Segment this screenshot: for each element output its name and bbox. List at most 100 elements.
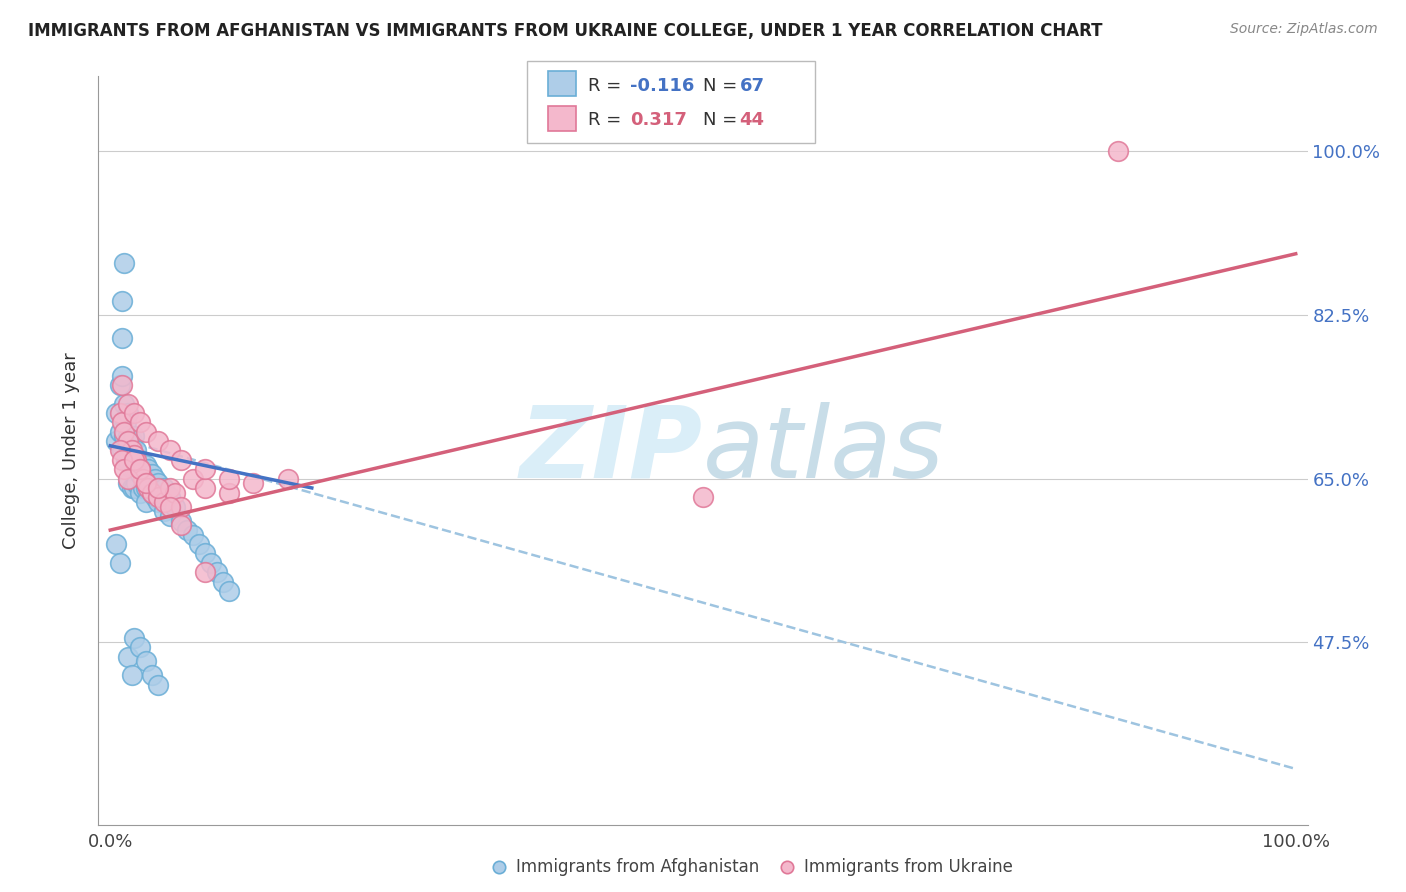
Point — [1107, 144, 1129, 158]
Point — [114, 462, 136, 476]
Text: R =: R = — [588, 111, 627, 129]
Point — [170, 500, 193, 514]
Point — [152, 481, 174, 495]
Point — [132, 462, 155, 476]
Point — [136, 481, 159, 495]
Point — [105, 537, 128, 551]
Point — [135, 471, 157, 485]
Text: 0.317: 0.317 — [630, 111, 686, 129]
Point — [121, 434, 143, 449]
Point — [218, 583, 240, 598]
Point — [776, 860, 799, 874]
Point — [135, 654, 157, 668]
Point — [181, 528, 204, 542]
Point — [114, 429, 136, 443]
Text: atlas: atlas — [703, 402, 945, 499]
Point — [141, 668, 163, 682]
Point — [108, 378, 131, 392]
Point — [146, 678, 169, 692]
Point — [114, 396, 136, 410]
Point — [117, 434, 139, 449]
Text: -0.116: -0.116 — [630, 77, 695, 95]
Point — [108, 406, 131, 420]
Point — [159, 508, 181, 523]
Point — [488, 860, 510, 874]
Point — [129, 462, 152, 476]
Point — [111, 293, 134, 308]
Point — [194, 462, 217, 476]
Point — [165, 500, 187, 514]
Text: Immigrants from Ukraine: Immigrants from Ukraine — [804, 858, 1014, 876]
Point — [117, 452, 139, 467]
Point — [170, 452, 193, 467]
Text: 44: 44 — [740, 111, 765, 129]
Point — [108, 556, 131, 570]
Point — [159, 500, 181, 514]
Point — [114, 452, 136, 467]
Point — [129, 485, 152, 500]
Point — [165, 485, 187, 500]
Point — [111, 331, 134, 345]
Point — [159, 443, 181, 458]
Point — [146, 490, 169, 504]
Point — [135, 476, 157, 491]
Text: 67: 67 — [740, 77, 765, 95]
Point — [121, 481, 143, 495]
Point — [129, 467, 152, 481]
Point — [159, 481, 181, 495]
Point — [108, 443, 131, 458]
Point — [135, 495, 157, 509]
Point — [114, 256, 136, 270]
Point — [122, 462, 145, 476]
Point — [111, 415, 134, 429]
Point — [117, 396, 139, 410]
Point — [122, 448, 145, 462]
Point — [132, 481, 155, 495]
Point — [117, 406, 139, 420]
Point — [117, 429, 139, 443]
Point — [125, 476, 148, 491]
Point — [117, 649, 139, 664]
Point — [129, 640, 152, 655]
Point — [141, 485, 163, 500]
Point — [105, 434, 128, 449]
Point — [121, 443, 143, 458]
Point — [125, 443, 148, 458]
Point — [121, 462, 143, 476]
Point — [212, 574, 235, 589]
Point — [242, 476, 264, 491]
Point — [122, 448, 145, 462]
Point — [135, 481, 157, 495]
Point — [111, 443, 134, 458]
Point — [143, 471, 166, 485]
Text: R =: R = — [588, 77, 627, 95]
Point — [141, 467, 163, 481]
Point — [122, 481, 145, 495]
Point — [194, 546, 217, 561]
Point — [111, 368, 134, 383]
Point — [194, 481, 217, 495]
Point — [152, 495, 174, 509]
Point — [181, 471, 204, 485]
Point — [205, 566, 228, 580]
Point — [135, 425, 157, 439]
Point — [170, 518, 193, 533]
Point — [111, 452, 134, 467]
Point — [121, 668, 143, 682]
Point — [135, 476, 157, 491]
Point — [108, 425, 131, 439]
Point — [146, 476, 169, 491]
Point — [136, 462, 159, 476]
Point — [105, 406, 128, 420]
Point — [692, 490, 714, 504]
Point — [218, 471, 240, 485]
Point — [132, 471, 155, 485]
Point — [141, 485, 163, 500]
Point — [114, 425, 136, 439]
Point — [277, 471, 299, 485]
Point — [129, 415, 152, 429]
Point — [146, 495, 169, 509]
Y-axis label: College, Under 1 year: College, Under 1 year — [62, 352, 80, 549]
Point — [194, 566, 217, 580]
Point — [146, 434, 169, 449]
